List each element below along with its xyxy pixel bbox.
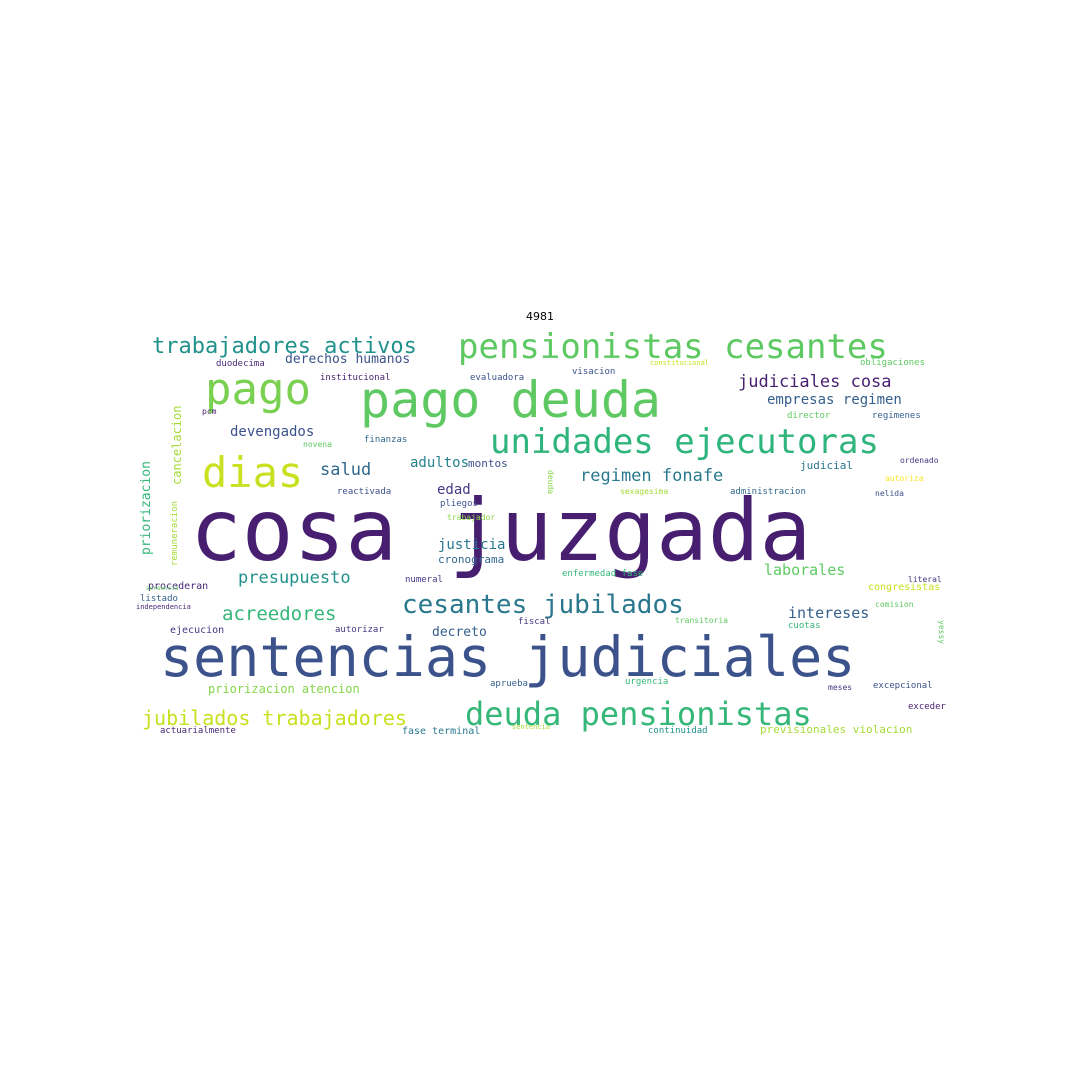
word: acreencia — [146, 585, 179, 592]
word: sentencia — [512, 723, 550, 731]
word: administracion — [730, 487, 806, 497]
word: exceder — [908, 702, 946, 712]
word: derechos humanos — [285, 352, 411, 367]
word: judiciales cosa — [738, 372, 892, 392]
word: literal — [908, 575, 942, 584]
word: autoriza — [885, 474, 924, 483]
word: previsionales violacion — [760, 723, 913, 736]
word: nelida — [875, 489, 904, 498]
word: salud — [320, 460, 372, 480]
word: trabajadores activos — [152, 334, 417, 359]
word: justicia — [438, 537, 506, 553]
word: fiscal — [518, 617, 551, 627]
word: unidades ejecutoras — [490, 422, 879, 462]
word: autorizar — [335, 625, 384, 635]
word: comision — [875, 600, 914, 609]
word: ordenado — [900, 456, 939, 465]
word: constitucional — [650, 359, 710, 367]
word: duodecima — [216, 359, 265, 369]
word: montos — [468, 457, 508, 470]
word: finanzas — [364, 435, 408, 445]
word: adultos — [410, 455, 470, 471]
word: trabajador — [447, 513, 496, 522]
word: judicial — [800, 459, 853, 472]
word: sexagesima — [620, 487, 669, 496]
word: meses — [828, 683, 853, 692]
word: novena — [303, 440, 332, 449]
word: yessy — [937, 620, 946, 645]
word: pago — [205, 364, 311, 415]
word: pcm — [202, 407, 217, 416]
word: dias — [202, 448, 304, 497]
word: ejecucion — [170, 625, 225, 636]
figure-title: 4981 — [526, 310, 554, 323]
word: jubilados trabajadores — [142, 706, 407, 730]
word: deuda — [546, 470, 555, 495]
word: transitoria — [675, 616, 728, 625]
word: devengados — [230, 424, 315, 440]
word: pago deuda — [360, 371, 662, 429]
word: enfermedad fase — [562, 569, 644, 579]
word: priorizacion — [139, 461, 154, 555]
word: intereses — [788, 604, 870, 622]
word: sentencias judiciales — [160, 625, 856, 689]
word: urgencia — [625, 677, 669, 687]
word: director — [787, 411, 831, 421]
word: laborales — [764, 561, 846, 579]
word: pliegos — [440, 499, 478, 509]
word: aprueba — [490, 679, 528, 689]
word: acreedores — [222, 603, 337, 625]
word: procederan — [148, 581, 209, 592]
word: obligaciones — [860, 358, 926, 368]
word-cloud: cosa juzgada sentencias judiciales pago … — [136, 327, 960, 740]
word: numeral — [405, 575, 443, 585]
word: edad — [437, 482, 471, 498]
word: continuidad — [648, 726, 708, 736]
word: deuda pensionistas — [465, 695, 812, 733]
word: pensionistas cesantes — [458, 327, 888, 367]
word: independencia — [136, 603, 191, 611]
word: visacion — [572, 367, 616, 377]
word: actuarialmente — [160, 726, 236, 736]
word: listado — [140, 594, 178, 604]
word: cesantes jubilados — [402, 590, 684, 620]
word: decreto — [432, 625, 487, 640]
word: presupuesto — [238, 568, 351, 588]
word: cancelacion — [170, 405, 184, 485]
word: remuneracion — [170, 500, 180, 566]
word: congresistas — [868, 582, 941, 593]
word: priorizacion atencion — [208, 682, 360, 696]
word: empresas regimen — [767, 392, 902, 408]
word: fase terminal — [402, 726, 481, 737]
word: institucional — [320, 373, 391, 383]
word: evaluadora — [470, 373, 525, 383]
word: regimen fonafe — [580, 466, 724, 486]
word: cronograma — [438, 553, 505, 566]
word: cosa juzgada — [190, 481, 812, 581]
word: cuotas — [788, 621, 821, 631]
word: regimenes — [872, 411, 921, 421]
word: reactivada — [337, 487, 392, 497]
word: excepcional — [873, 681, 933, 691]
